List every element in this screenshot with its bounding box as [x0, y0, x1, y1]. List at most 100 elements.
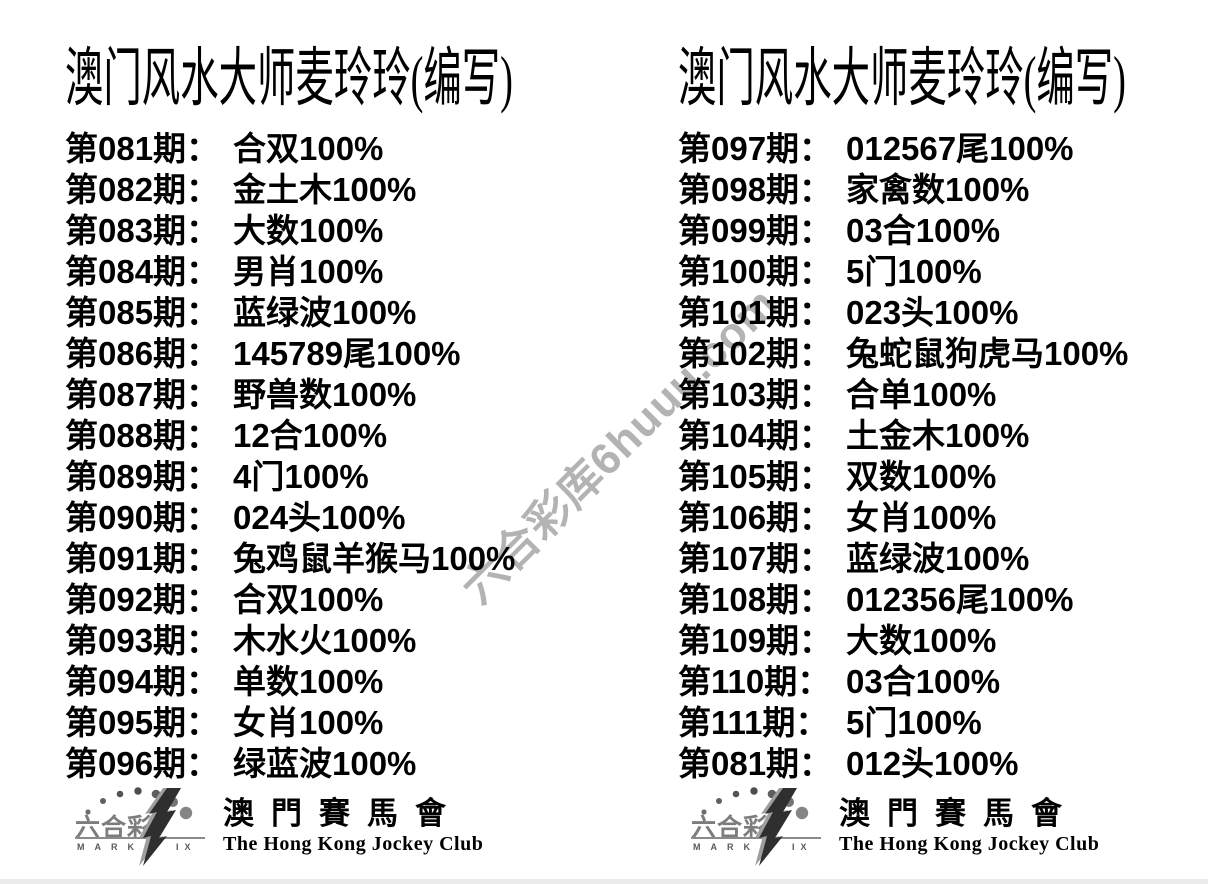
mark-six-logo: 六合彩 MARK IX	[691, 786, 825, 868]
period-label: 第086期：	[65, 335, 220, 372]
ix-letters-label: IX	[176, 842, 197, 852]
period-label: 第083期：	[65, 212, 220, 249]
tip-value: 4门100%	[233, 458, 369, 495]
tip-row: 第092期： 合双100%	[65, 579, 604, 620]
tip-row: 第081期： 合双100%	[65, 128, 604, 169]
tip-value: 03合100%	[846, 212, 1001, 249]
tip-value: 012头100%	[846, 745, 1019, 782]
period-label: 第108期：	[678, 581, 833, 618]
tips-column: 澳门风水大师麦玲玲(编写) 第081期： 合双100% 第082期： 金土木100%…	[65, 43, 604, 868]
tip-value: 绿蓝波100%	[233, 745, 417, 782]
tip-row: 第086期： 145789尾100%	[65, 333, 604, 374]
period-label: 第085期：	[65, 294, 220, 331]
period-label: 第084期：	[65, 253, 220, 290]
tip-row: 第082期： 金土木100%	[65, 169, 604, 210]
column-title: 澳门风水大师麦玲玲(编写)	[678, 43, 1126, 114]
tip-value: 合双100%	[233, 581, 384, 618]
tip-value: 12合100%	[233, 417, 388, 454]
period-label: 第098期：	[678, 171, 833, 208]
tip-row: 第089期： 4门100%	[65, 456, 604, 497]
tip-row: 第084期： 男肖100%	[65, 251, 604, 292]
jockey-club-english: The Hong Kong Jockey Club	[223, 833, 484, 855]
tip-value: 大数100%	[846, 622, 997, 659]
tip-row: 第090期： 024头100%	[65, 497, 604, 538]
tip-row: 第105期： 双数100%	[678, 456, 1208, 497]
period-label: 第093期：	[65, 622, 220, 659]
period-label: 第105期：	[678, 458, 833, 495]
tip-row: 第087期： 野兽数100%	[65, 374, 604, 415]
period-label: 第103期：	[678, 376, 833, 413]
jockey-club-block: 澳門賽馬會 The Hong Kong Jockey Club	[839, 786, 1099, 855]
column-title: 澳门风水大师麦玲玲(编写)	[65, 43, 513, 114]
tips-column: 澳门风水大师麦玲玲(编写) 第097期： 012567尾100% 第098期： 家禽…	[604, 0, 1208, 884]
period-label: 第082期：	[65, 171, 220, 208]
tip-row: 第091期： 兔鸡鼠羊猴马100%	[65, 538, 604, 579]
period-label: 第081期：	[678, 745, 833, 782]
tip-row: 第095期： 女肖100%	[65, 702, 604, 743]
lightning-bolt-icon	[755, 788, 797, 866]
tip-row: 第103期： 合单100%	[678, 374, 1208, 415]
tip-row: 第110期： 03合100%	[678, 661, 1208, 702]
tip-row: 第085期： 蓝绿波100%	[65, 292, 604, 333]
period-label: 第107期：	[678, 540, 833, 577]
period-label: 第087期：	[65, 376, 220, 413]
tip-value: 兔蛇鼠狗虎马100%	[846, 335, 1129, 372]
tip-row: 第094期： 单数100%	[65, 661, 604, 702]
tip-value: 野兽数100%	[233, 376, 417, 413]
period-label: 第100期：	[678, 253, 833, 290]
period-label: 第110期：	[678, 663, 831, 700]
tip-row: 第083期： 大数100%	[65, 210, 604, 251]
tip-row: 第097期： 012567尾100%	[678, 128, 1208, 169]
lightning-bolt-icon	[139, 788, 181, 866]
tip-row: 第107期： 蓝绿波100%	[678, 538, 1208, 579]
tip-value: 蓝绿波100%	[233, 294, 417, 331]
tip-value: 145789尾100%	[233, 335, 461, 372]
mark-letters-label: MARK	[77, 842, 144, 852]
tip-row: 第108期： 012356尾100%	[678, 579, 1208, 620]
jockey-club-block: 澳門賽馬會 The Hong Kong Jockey Club	[223, 786, 483, 855]
tip-value: 03合100%	[846, 663, 1001, 700]
jockey-club-english: The Hong Kong Jockey Club	[839, 833, 1100, 855]
tip-value: 双数100%	[846, 458, 997, 495]
footer-logo: 六合彩 MARK IX 澳門賽馬會 The Hong Kong Jockey C…	[691, 786, 1099, 868]
tip-row: 第098期： 家禽数100%	[678, 169, 1208, 210]
tip-row: 第101期： 023头100%	[678, 292, 1208, 333]
tip-value: 木水火100%	[233, 622, 417, 659]
tip-value: 合双100%	[233, 130, 384, 167]
period-label: 第102期：	[678, 335, 833, 372]
tips-list: 第097期： 012567尾100% 第098期： 家禽数100% 第099期： 03…	[678, 128, 1208, 784]
bottom-edge-strip	[0, 879, 1208, 884]
tip-row: 第081期： 012头100%	[678, 743, 1208, 784]
tip-row: 第111期： 5门100%	[678, 702, 1208, 743]
tip-row: 第096期： 绿蓝波100%	[65, 743, 604, 784]
period-label: 第081期：	[65, 130, 220, 167]
period-label: 第096期：	[65, 745, 220, 782]
tip-value: 012567尾100%	[846, 130, 1074, 167]
tip-value: 合单100%	[846, 376, 997, 413]
period-label: 第109期：	[678, 622, 833, 659]
tip-value: 023头100%	[846, 294, 1019, 331]
jockey-club-chinese: 澳門賽馬會	[223, 796, 463, 831]
footer-logo: 六合彩 MARK IX 澳門賽馬會 The Hong Kong Jockey C…	[75, 786, 483, 868]
tip-value: 女肖100%	[233, 704, 384, 741]
tip-value: 大数100%	[233, 212, 384, 249]
mark-letters-label: MARK	[693, 842, 760, 852]
tip-value: 蓝绿波100%	[846, 540, 1030, 577]
jockey-club-chinese: 澳門賽馬會	[839, 796, 1079, 831]
ix-letters-label: IX	[792, 842, 813, 852]
period-label: 第094期：	[65, 663, 220, 700]
tips-list: 第081期： 合双100% 第082期： 金土木100% 第083期： 大数100% …	[65, 128, 604, 784]
period-label: 第088期：	[65, 417, 220, 454]
period-label: 第111期：	[678, 704, 829, 741]
tip-row: 第093期： 木水火100%	[65, 620, 604, 661]
period-label: 第089期：	[65, 458, 220, 495]
tip-value: 土金木100%	[846, 417, 1030, 454]
mark-six-logo: 六合彩 MARK IX	[75, 786, 209, 868]
tip-value: 024头100%	[233, 499, 406, 536]
tip-value: 女肖100%	[846, 499, 997, 536]
tip-value: 金土木100%	[233, 171, 417, 208]
tip-row: 第099期： 03合100%	[678, 210, 1208, 251]
period-label: 第090期：	[65, 499, 220, 536]
period-label: 第095期：	[65, 704, 220, 741]
